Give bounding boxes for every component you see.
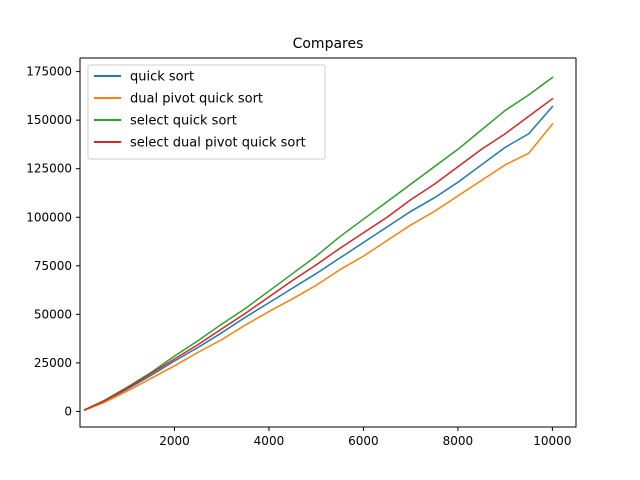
- series-line-2: [83, 76, 554, 411]
- y-tick-label: 100000: [26, 210, 72, 224]
- x-tick-label: 2000: [159, 434, 190, 448]
- y-tick-label: 125000: [26, 162, 72, 176]
- legend-label-2: select quick sort: [130, 114, 237, 129]
- series-line-0: [83, 105, 554, 411]
- y-tick-label: 0: [64, 404, 72, 418]
- legend-label-3: select dual pivot quick sort: [130, 136, 306, 151]
- y-tick-label: 150000: [26, 113, 72, 127]
- chart-title: Compares: [293, 36, 364, 52]
- series-layer: [83, 76, 554, 412]
- y-tick-label: 75000: [34, 259, 72, 273]
- y-tick-label: 50000: [34, 307, 72, 321]
- series-line-1: [83, 122, 554, 412]
- x-tick-label: 10000: [533, 434, 571, 448]
- y-tick-label: 25000: [34, 356, 72, 370]
- legend-box: [87, 64, 326, 160]
- x-tick-label: 8000: [443, 434, 474, 448]
- x-tick-label: 4000: [254, 434, 285, 448]
- legend-label-1: dual pivot quick sort: [130, 92, 263, 107]
- y-tick-label: 175000: [26, 65, 72, 79]
- x-axis: 2000 4000 6000 8000 10000: [159, 427, 571, 448]
- legend: quick sort dual pivot quick sort select qu…: [87, 64, 326, 160]
- series-line-3: [83, 97, 554, 411]
- legend-label-0: quick sort: [130, 70, 194, 85]
- y-axis: 0 25000 50000 75000 100000 125000 150000 175000: [26, 65, 80, 418]
- plot-frame: [79, 57, 577, 428]
- x-tick-label: 6000: [348, 434, 379, 448]
